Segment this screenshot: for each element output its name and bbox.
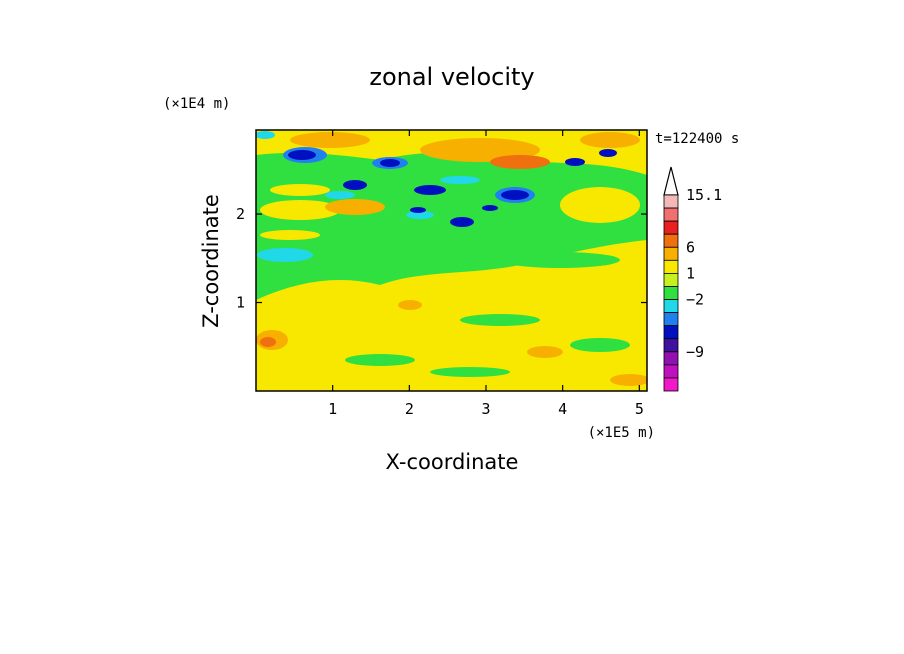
x-tick-label: 2 — [405, 400, 414, 418]
colorbar-swatch — [663, 325, 679, 340]
colorbar-swatch — [663, 338, 679, 353]
colorbar-label: −9 — [686, 343, 704, 361]
y-tick-label: 1 — [236, 294, 245, 312]
y-axis-unit: (×1E4 m) — [163, 96, 230, 112]
colorbar-swatch — [663, 246, 679, 261]
colorbar-swatch — [663, 351, 679, 366]
colorbar-swatch — [663, 259, 679, 274]
colorbar-swatch — [663, 194, 679, 209]
colorbar-swatch — [663, 207, 679, 222]
x-axis-unit: (×1E5 m) — [588, 425, 655, 441]
x-tick-label: 3 — [481, 400, 490, 418]
colorbar-swatch — [663, 233, 679, 248]
x-tick-label: 1 — [328, 400, 337, 418]
colorbar-label: −2 — [686, 291, 704, 309]
colorbar-swatch — [663, 312, 679, 327]
colorbar-label: 6 — [686, 238, 695, 256]
colorbar-swatch — [663, 377, 679, 392]
colorbar: 15.1 6 1 −2 −9 — [663, 166, 722, 392]
x-axis-ticks: 1 2 3 4 5 — [328, 130, 644, 418]
chart-title: zonal velocity — [369, 63, 534, 91]
colorbar-swatch — [663, 299, 679, 313]
colorbar-swatch — [663, 364, 679, 379]
colorbar-swatch — [663, 272, 679, 287]
time-label: t=122400 s — [655, 131, 739, 147]
colorbar-swatch — [663, 286, 679, 300]
x-axis-label: X-coordinate — [386, 450, 519, 474]
y-axis-ticks: 12 — [236, 205, 647, 312]
plot-frame — [255, 129, 648, 392]
contour-field — [256, 130, 647, 391]
x-tick-label: 5 — [635, 400, 644, 418]
y-axis-label: Z-coordinate — [199, 194, 223, 328]
colorbar-swatch — [663, 220, 679, 235]
colorbar-arrow — [663, 166, 679, 196]
y-tick-label: 2 — [236, 205, 245, 223]
colorbar-label: 1 — [686, 264, 695, 282]
x-tick-label: 4 — [558, 400, 567, 418]
colorbar-label: 15.1 — [686, 186, 722, 204]
